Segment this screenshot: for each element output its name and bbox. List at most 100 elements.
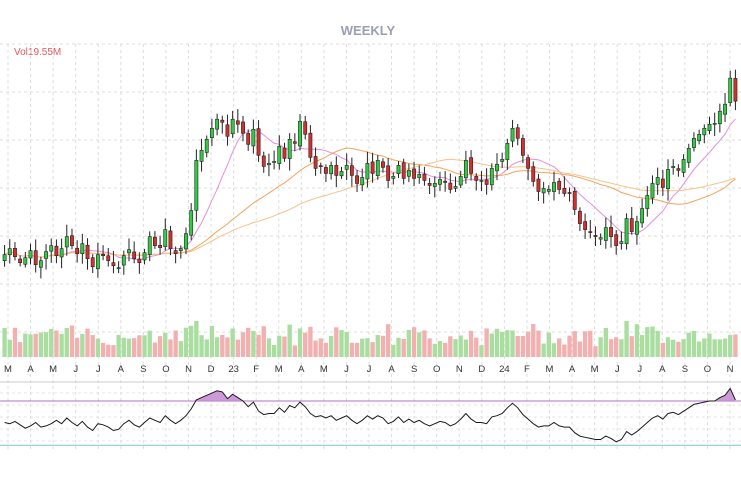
candle-body — [2, 254, 7, 261]
volume-bar — [401, 338, 406, 357]
candle-body — [7, 248, 12, 256]
candle-body — [583, 221, 588, 230]
candle-body — [75, 247, 80, 254]
volume-bar — [562, 344, 567, 357]
volume-bar — [681, 339, 686, 357]
candle-body — [598, 237, 603, 240]
volume-bar — [603, 327, 609, 357]
candle-body — [386, 165, 391, 181]
volume-bar — [163, 332, 168, 357]
volume-bar — [660, 342, 666, 357]
candle-body — [308, 132, 313, 158]
volume-bar — [251, 330, 256, 357]
volume-bar — [43, 332, 49, 357]
volume-bar — [235, 339, 241, 357]
candle-body — [44, 251, 48, 259]
candle-body — [241, 121, 245, 134]
candle-body — [541, 188, 546, 194]
volume-bar — [365, 338, 370, 357]
candle-body — [277, 146, 282, 164]
x-tick-label: S — [682, 364, 688, 375]
volume-bar — [334, 327, 339, 357]
candle-body — [168, 230, 173, 249]
candle-body — [194, 160, 199, 211]
candle-body — [603, 227, 608, 241]
candle-body — [355, 175, 359, 184]
candle-body — [697, 133, 702, 142]
x-tick-label: M — [275, 364, 283, 375]
x-tick-label: 23 — [228, 364, 239, 375]
x-tick-label: O — [162, 364, 169, 375]
ma10-line — [4, 118, 736, 261]
candle-body — [562, 187, 567, 194]
grid — [0, 43, 741, 452]
candle-body — [479, 180, 484, 182]
candle-body — [422, 173, 427, 181]
candle-body — [178, 248, 183, 252]
volume-bar — [717, 339, 723, 357]
volume-bar — [463, 339, 469, 357]
volume-bar — [194, 321, 199, 357]
candle-body — [546, 189, 551, 192]
volume-bar — [722, 338, 728, 357]
candle-body — [619, 241, 624, 244]
volume-bar — [380, 335, 386, 357]
candle-body — [681, 159, 686, 173]
candle-body — [412, 168, 416, 179]
candle-body — [531, 166, 536, 182]
volume-bar — [650, 326, 655, 357]
candle-body — [484, 179, 489, 185]
x-tick-label: N — [185, 364, 192, 375]
volume-bar — [499, 331, 505, 357]
candle-body — [463, 160, 468, 179]
moving-average-lines — [4, 118, 736, 261]
chart-title: WEEKLY — [341, 23, 396, 38]
candle-body — [432, 183, 437, 187]
volume-bar — [515, 335, 520, 357]
volume-bar — [525, 331, 531, 357]
candle-body — [469, 157, 473, 174]
volume-bar — [303, 332, 308, 357]
candle-body — [593, 235, 598, 237]
x-tick-label: M — [320, 364, 328, 375]
volume-bar — [28, 334, 33, 357]
volume-bar — [349, 342, 355, 357]
x-tick-label: O — [433, 364, 440, 375]
volume-bar — [432, 343, 437, 357]
x-tick-label: J — [344, 364, 349, 375]
candle-body — [121, 255, 126, 266]
candle-body — [246, 133, 251, 145]
candle-body — [23, 257, 28, 265]
candle-body — [448, 182, 453, 190]
volume-bar — [23, 333, 28, 357]
candle-body — [324, 167, 328, 174]
candle-body — [199, 150, 204, 162]
candle-body — [536, 178, 541, 192]
candle-body — [728, 77, 733, 103]
volume-bar — [370, 342, 375, 357]
volume-bar — [474, 337, 479, 357]
candle-body — [33, 250, 38, 266]
volume-bar — [702, 338, 707, 357]
volume-bar — [95, 338, 101, 357]
volume-bar — [323, 342, 329, 357]
candle-body — [520, 138, 525, 156]
candle-body — [282, 147, 287, 159]
volume-bar — [557, 338, 562, 357]
candle-body — [59, 248, 64, 258]
volume-bars — [2, 321, 738, 357]
volume-bar — [551, 343, 557, 357]
volume-bar — [520, 335, 526, 357]
volume-bar — [204, 339, 209, 357]
candle-body — [173, 250, 178, 254]
candle-body — [261, 155, 266, 167]
volume-bar — [12, 327, 18, 357]
volume-bar — [458, 335, 463, 357]
candle-body — [210, 127, 214, 138]
volume-bar — [126, 338, 132, 357]
volume-bar — [624, 321, 629, 357]
volume-bar — [54, 330, 59, 357]
volume-bar — [111, 345, 116, 357]
candle-body — [458, 176, 463, 186]
candle-body — [609, 227, 613, 237]
